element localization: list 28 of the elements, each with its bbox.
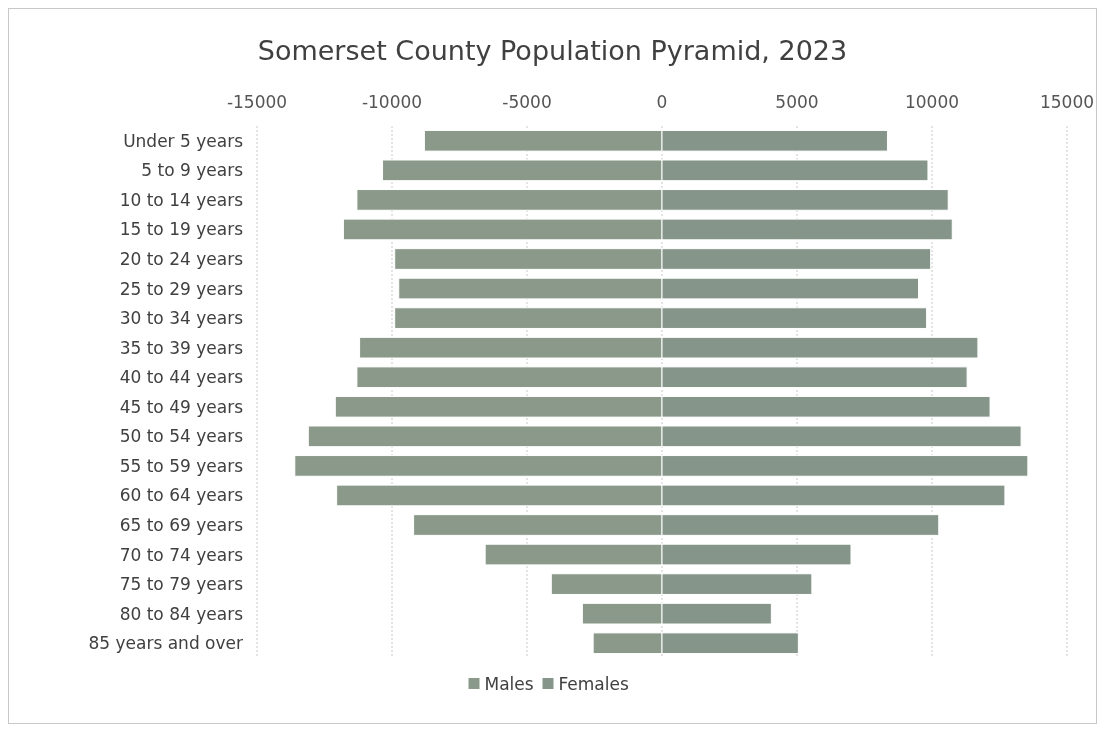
y-tick-label: 40 to 44 years: [119, 367, 244, 388]
y-tick-label: 85 years and over: [88, 633, 243, 654]
y-tick-label: 80 to 84 years: [119, 603, 244, 624]
y-tick-label: 70 to 74 years: [119, 544, 244, 565]
y-tick-label: 45 to 49 years: [119, 396, 244, 417]
y-tick-label: Under 5 years: [123, 130, 244, 151]
x-tick-label: 15000: [1039, 92, 1095, 112]
y-tick-label: 25 to 29 years: [119, 278, 244, 299]
x-tick-label: -5000: [502, 92, 552, 112]
y-tick-label: 55 to 59 years: [119, 455, 244, 476]
x-tick-label: 10000: [904, 92, 960, 112]
y-tick-label: 15 to 19 years: [119, 219, 244, 240]
x-tick-label: -15000: [226, 92, 288, 112]
legend-label: Males: [484, 673, 534, 694]
y-tick-label: 60 to 64 years: [119, 485, 244, 506]
legend-label: Females: [558, 673, 629, 694]
y-tick-label: 35 to 39 years: [119, 337, 244, 358]
x-tick-label: 5000: [775, 92, 819, 112]
y-tick-label: 30 to 34 years: [119, 308, 244, 329]
chart-title: Somerset County Population Pyramid, 2023: [257, 35, 848, 66]
y-tick-label: 10 to 14 years: [119, 189, 244, 210]
y-tick-label: 75 to 79 years: [119, 574, 244, 595]
x-tick-label: -10000: [361, 92, 423, 112]
y-tick-label: 20 to 24 years: [119, 248, 244, 269]
y-tick-label: 5 to 9 years: [141, 160, 244, 181]
x-tick-label: 0: [656, 92, 668, 112]
y-tick-label: 50 to 54 years: [119, 426, 244, 447]
y-tick-label: 65 to 69 years: [119, 514, 244, 535]
